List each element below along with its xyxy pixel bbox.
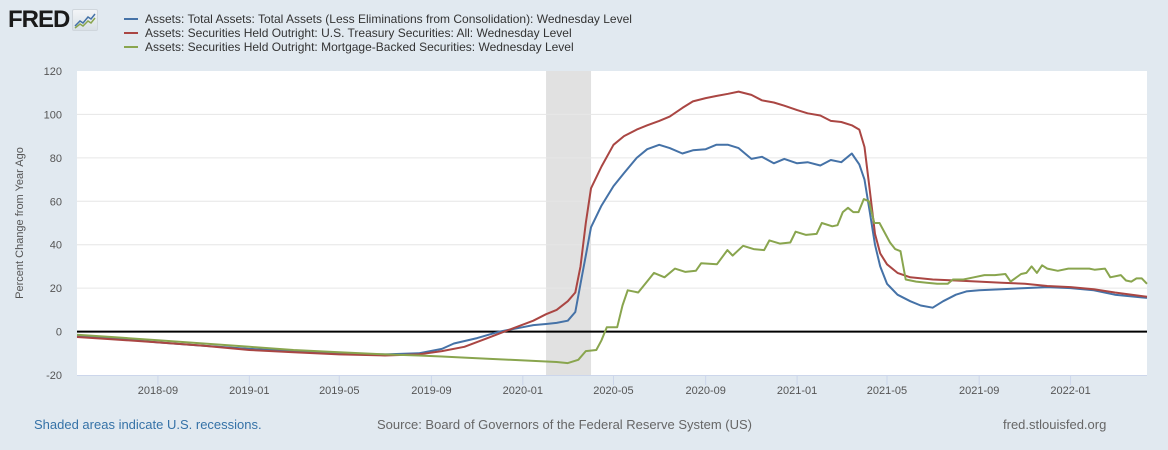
- fred-logo[interactable]: FRED: [8, 6, 99, 33]
- x-tick-label: 2020-05: [593, 385, 633, 397]
- x-axis: 2018-09 2019-01 2019-05 2019-09 2020-01 2020-…: [77, 375, 1147, 397]
- legend-item-treasury-securities[interactable]: Assets: Securities Held Outright: U.S. T…: [124, 26, 632, 40]
- series-total-assets-line[interactable]: [76, 143, 1148, 356]
- legend-item-total-assets[interactable]: Assets: Total Assets: Total Assets (Less…: [124, 12, 632, 26]
- x-tick-label: 2020-09: [685, 385, 725, 397]
- series-mortgage-backed-securities-line[interactable]: [76, 198, 1148, 365]
- x-tick-label: 2021-01: [777, 385, 817, 397]
- legend-label: Assets: Total Assets: Total Assets (Less…: [145, 12, 632, 26]
- source-text: Source: Board of Governors of the Federa…: [377, 417, 752, 432]
- x-tick-label: 2021-05: [867, 385, 907, 397]
- x-tick-label: 2018-09: [138, 385, 178, 397]
- series-lines: [76, 90, 1148, 365]
- recession-shading: [546, 71, 592, 375]
- fred-logo-text: FRED: [8, 6, 70, 33]
- y-axis: -20 0 20 40 60 80 100 120: [44, 66, 62, 382]
- fred-graph-icon: [72, 9, 99, 31]
- y-tick-label: 120: [44, 66, 62, 78]
- x-tick-label: 2019-05: [319, 385, 359, 397]
- legend-label: Assets: Securities Held Outright: U.S. T…: [145, 26, 572, 40]
- y-tick-label: 20: [50, 283, 62, 295]
- legend-swatch: [124, 18, 138, 20]
- series-treasury-securities-line[interactable]: [76, 90, 1148, 357]
- legend-swatch: [124, 32, 138, 34]
- recession-band: [546, 71, 592, 375]
- y-tick-label: 60: [50, 196, 62, 208]
- gridlines: [77, 113, 1147, 289]
- y-axis-label: Percent Change from Year Ago: [14, 147, 26, 299]
- fred-site-link[interactable]: fred.stlouisfed.org: [1003, 417, 1107, 432]
- y-tick-label: 0: [56, 327, 62, 339]
- recession-note[interactable]: Shaded areas indicate U.S. recessions.: [34, 417, 262, 432]
- x-tick-label: 2019-01: [229, 385, 269, 397]
- y-tick-label: 100: [44, 109, 62, 121]
- plot-area: [77, 71, 1147, 375]
- y-tick-label: 40: [50, 240, 62, 252]
- x-tick-label: 2021-09: [959, 385, 999, 397]
- x-tick-label: 2019-09: [411, 385, 451, 397]
- x-tick-label: 2022-01: [1050, 385, 1090, 397]
- chart-legend: Assets: Total Assets: Total Assets (Less…: [124, 12, 632, 54]
- y-tick-label: 80: [50, 153, 62, 165]
- y-tick-label: -20: [46, 370, 62, 382]
- x-tick-label: 2020-01: [503, 385, 543, 397]
- legend-label: Assets: Securities Held Outright: Mortga…: [145, 40, 574, 54]
- legend-swatch: [124, 46, 138, 48]
- legend-item-mortgage-backed-securities[interactable]: Assets: Securities Held Outright: Mortga…: [124, 40, 632, 54]
